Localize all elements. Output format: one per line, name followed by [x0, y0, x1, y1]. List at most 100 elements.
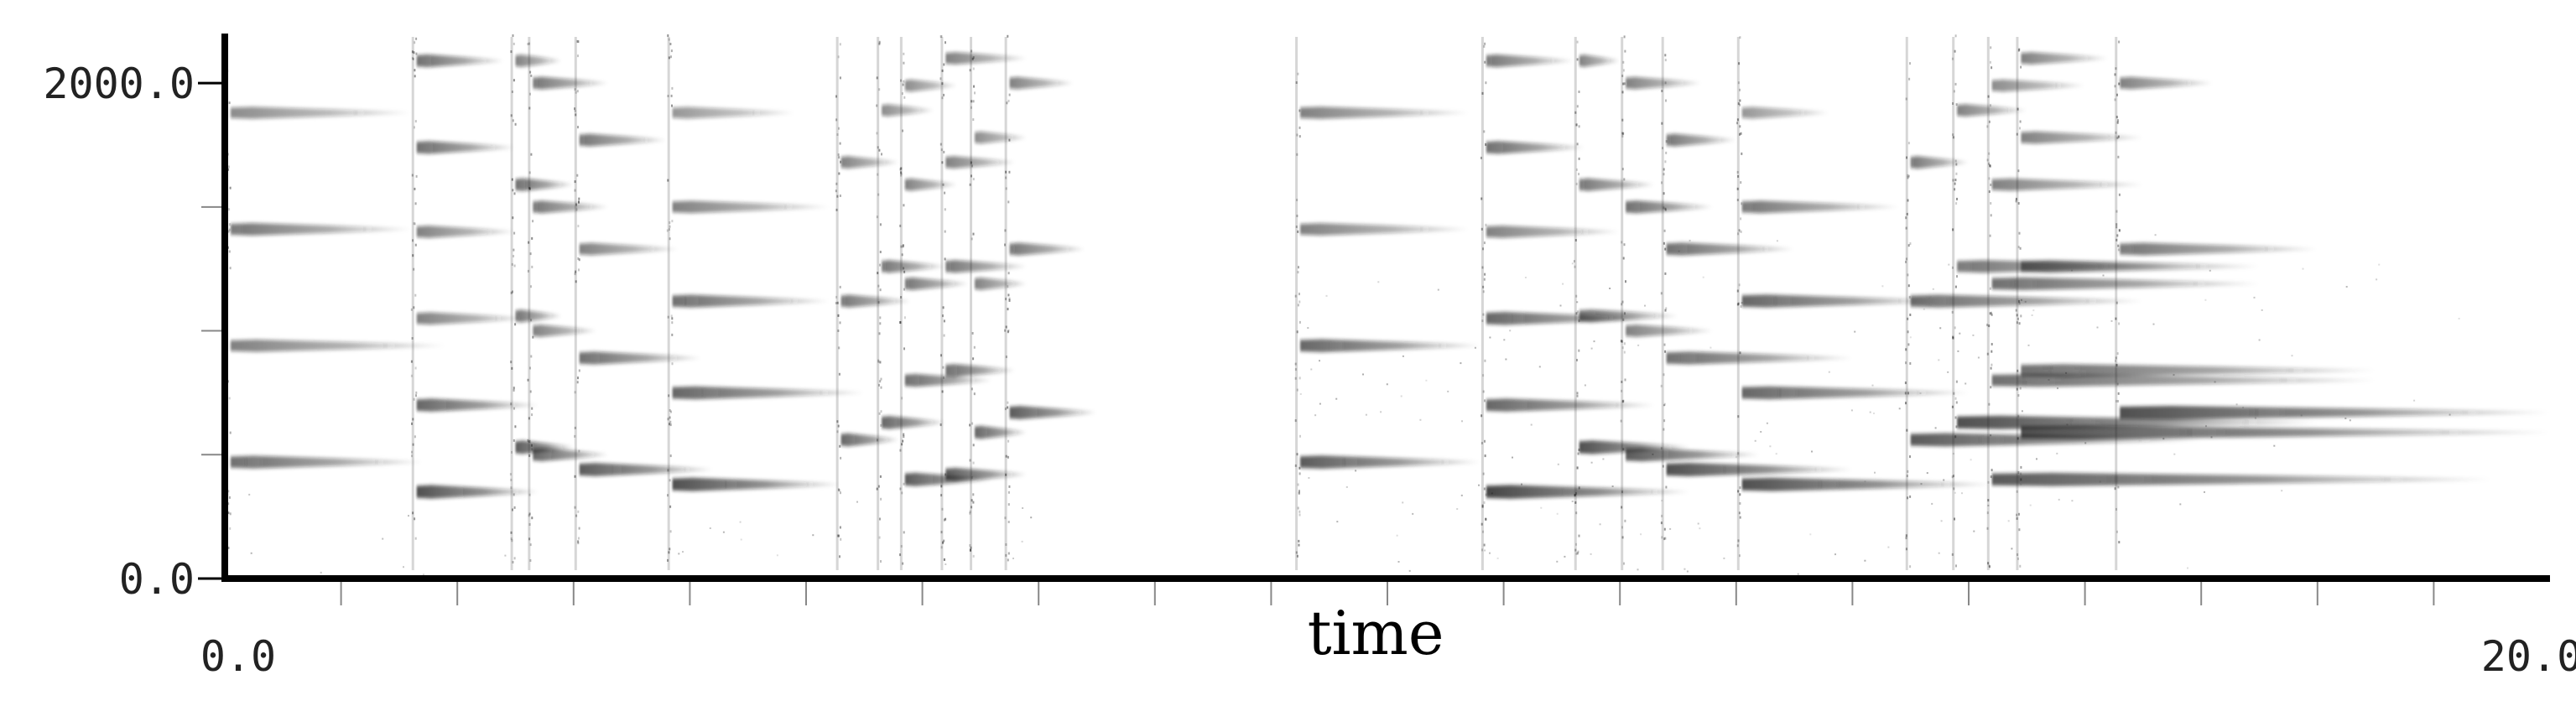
onset-speck-4	[578, 527, 580, 530]
partial-55	[1486, 226, 1621, 238]
onset-speck-0	[227, 511, 230, 515]
onset-speck-20	[1990, 184, 1992, 186]
onset-speck-13	[1485, 223, 1487, 226]
noise-speck-2	[678, 553, 680, 555]
onset-speck-10	[969, 544, 971, 547]
onset-speck-11	[1004, 329, 1007, 332]
onset-speck-5	[667, 95, 669, 97]
onset-speck-20	[1989, 60, 1991, 64]
onset-speck-1	[413, 267, 415, 271]
onset-speck-13	[1485, 143, 1487, 146]
onset-speck-7	[879, 322, 882, 325]
onset-speck-2	[510, 361, 513, 364]
noise-speck-0	[1686, 570, 1689, 573]
onset-speck-12	[1296, 554, 1298, 558]
onset-speck-12	[1295, 226, 1298, 228]
partial-22	[672, 106, 795, 119]
onset-speck-16	[1663, 168, 1665, 171]
onset-speck-4	[574, 180, 576, 184]
onset-speck-21	[2018, 322, 2021, 325]
onset-speck-3	[528, 512, 531, 516]
onset-speck-20	[1986, 527, 1989, 530]
onset-speck-1	[414, 222, 416, 226]
onset-speck-10	[972, 67, 975, 70]
partial-50	[1300, 223, 1469, 236]
noise-speck-0	[1864, 559, 1866, 562]
onset-speck-7	[878, 383, 880, 387]
onset-speck-20	[1989, 234, 1991, 237]
noise-speck-1	[2179, 503, 2182, 506]
onset-speck-14	[1577, 550, 1579, 553]
onset-speck-6	[837, 55, 840, 59]
onset-speck-17	[1736, 289, 1739, 293]
onset-speck-14	[1578, 534, 1580, 537]
noise-speck-0	[2110, 319, 2113, 322]
onset-speck-11	[1006, 101, 1008, 105]
onset-speck-2	[513, 42, 515, 45]
partial-93	[2120, 242, 2318, 256]
onset-speck-4	[575, 280, 577, 283]
onset-speck-10	[971, 49, 973, 53]
onset-speck-15	[1621, 134, 1624, 138]
onset-speck-19	[1952, 179, 1954, 182]
onset-speck-7	[879, 263, 881, 267]
onset-speck-17	[1739, 36, 1741, 39]
onset-speck-12	[1296, 453, 1298, 456]
onset-speck-3	[529, 543, 532, 547]
onset-speck-7	[876, 76, 878, 80]
onset-speck-2	[514, 122, 517, 126]
onset-speck-19	[1955, 172, 1958, 175]
onset-speck-17	[1739, 554, 1741, 558]
onset-speck-7	[879, 251, 882, 253]
onset-speck-6	[838, 172, 840, 175]
onset-speck-2	[510, 478, 513, 481]
partial-34	[904, 178, 958, 191]
onset-speck-6	[838, 156, 840, 159]
noise-speck-0	[1961, 492, 1963, 495]
noise-speck-0	[1437, 288, 1439, 291]
noise-speck-0	[1699, 527, 1701, 530]
onset-speck-6	[836, 195, 839, 198]
onset-speck-22	[2118, 322, 2121, 325]
onset-speck-8	[901, 253, 903, 257]
onset-speck-16	[1663, 192, 1665, 195]
onset-speck-2	[512, 216, 514, 220]
noise-speck-0	[1355, 470, 1357, 472]
noise-speck-0	[1419, 418, 1422, 421]
onset-speck-11	[1007, 99, 1010, 102]
noise-speck-0	[1723, 557, 1725, 559]
noise-speck-0	[2011, 548, 2013, 550]
onset-speck-3	[528, 523, 531, 526]
onset-speck-21	[2018, 48, 2021, 51]
noise-speck-1	[2413, 399, 2416, 402]
onset-speck-15	[1622, 257, 1625, 260]
noise-speck-0	[1559, 304, 1562, 307]
noise-speck-2	[248, 493, 251, 496]
onset-speck-10	[972, 232, 975, 236]
onset-speck-5	[669, 454, 672, 458]
onset-speck-12	[1298, 109, 1301, 112]
noise-speck-0	[1874, 471, 1876, 474]
noise-speck-0	[1834, 553, 1836, 556]
onset-speck-5	[667, 558, 669, 562]
onset-speck-14	[1575, 312, 1578, 315]
noise-speck-0	[1987, 504, 1990, 506]
onset-speck-3	[528, 106, 531, 110]
onset-speck-17	[1740, 305, 1742, 309]
onset-speck-8	[901, 397, 903, 400]
onset-speck-17	[1739, 99, 1741, 102]
onset-speck-15	[1625, 280, 1626, 283]
onset-speck-6	[836, 534, 839, 537]
onset-speck-17	[1736, 187, 1739, 190]
onset-speck-1	[411, 56, 414, 60]
onset-speck-18	[1909, 565, 1912, 568]
onset-speck-6	[839, 285, 841, 288]
onset-speck-19	[1952, 335, 1954, 339]
onset-speck-8	[902, 129, 904, 132]
onset-speck-15	[1621, 303, 1623, 306]
onset-speck-19	[1956, 197, 1958, 200]
onset-speck-16	[1662, 147, 1663, 150]
onset-speck-18	[1906, 212, 1908, 215]
onset-speck-2	[513, 506, 516, 509]
onset-speck-1	[414, 126, 415, 129]
